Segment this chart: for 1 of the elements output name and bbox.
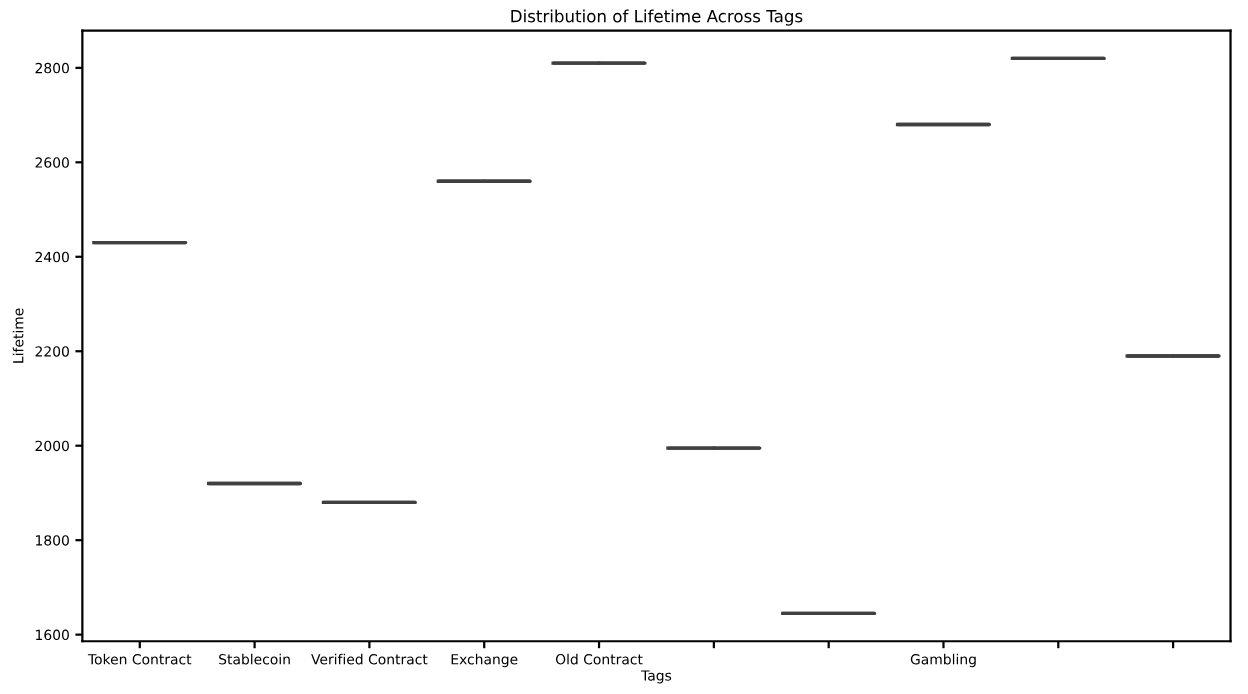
chart-title: Distribution of Lifetime Across Tags [511,9,803,26]
